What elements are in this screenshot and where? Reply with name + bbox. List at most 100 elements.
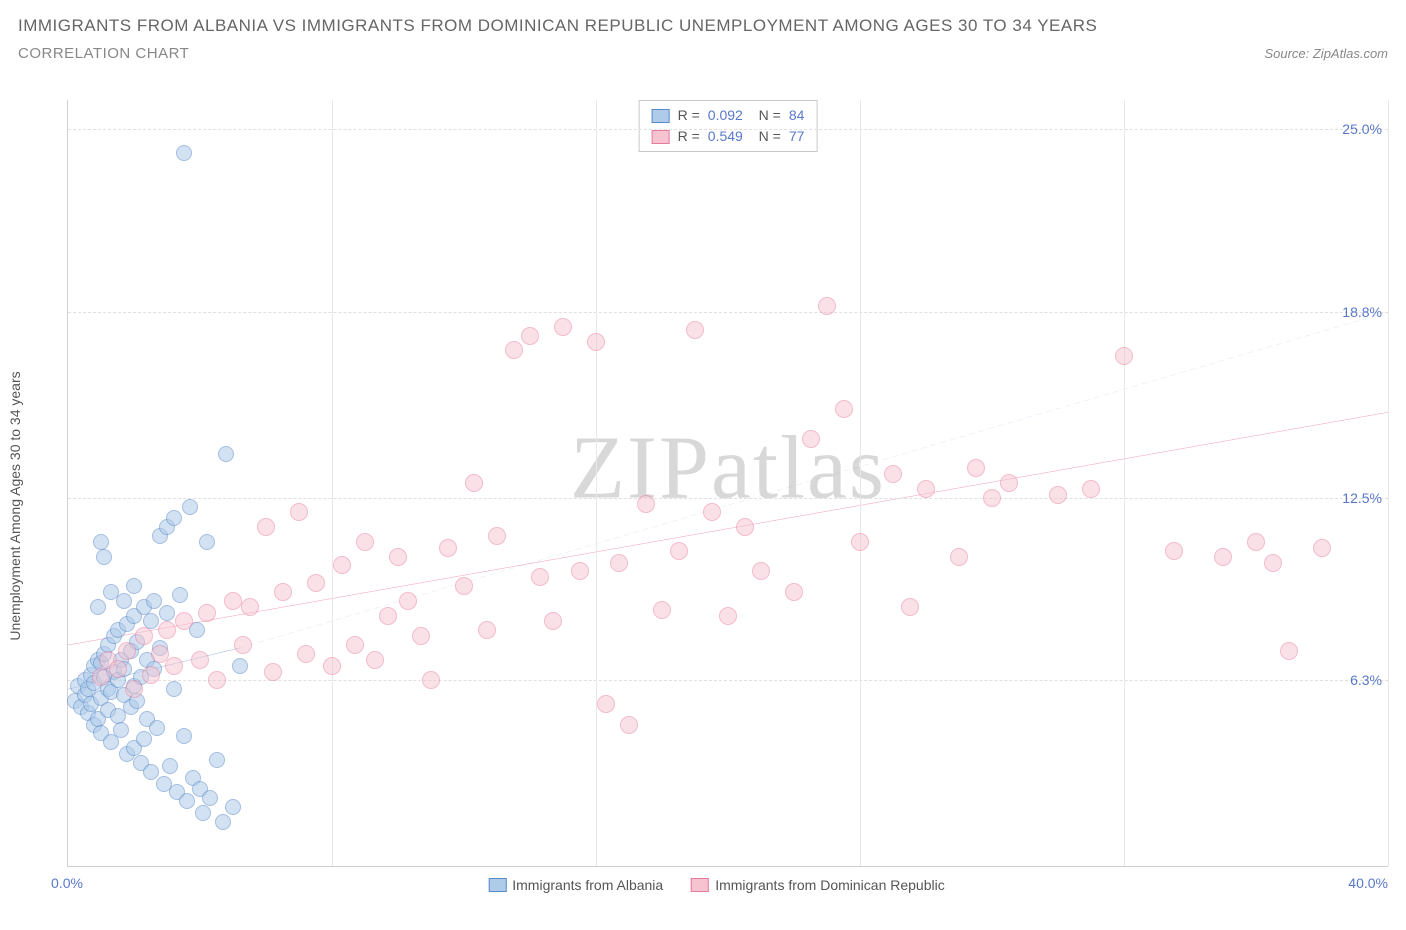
- scatter-point: [544, 612, 562, 630]
- scatter-point: [422, 671, 440, 689]
- scatter-point: [176, 145, 192, 161]
- scatter-point: [257, 518, 275, 536]
- y-tick-label: 25.0%: [1342, 121, 1382, 137]
- scatter-point: [158, 621, 176, 639]
- scatter-point: [215, 814, 231, 830]
- scatter-point: [703, 503, 721, 521]
- scatter-point: [521, 327, 539, 345]
- scatter-point: [92, 668, 110, 686]
- scatter-point: [901, 598, 919, 616]
- scatter-point: [149, 720, 165, 736]
- scatter-point: [307, 574, 325, 592]
- scatter-point: [653, 601, 671, 619]
- scatter-point: [179, 793, 195, 809]
- scatter-point: [478, 621, 496, 639]
- scatter-point: [1165, 542, 1183, 560]
- scatter-point: [412, 627, 430, 645]
- scatter-point: [554, 318, 572, 336]
- x-tick-max: 40.0%: [1348, 875, 1388, 891]
- scatter-point: [274, 583, 292, 601]
- scatter-point: [162, 758, 178, 774]
- scatter-point: [290, 503, 308, 521]
- scatter-point: [208, 671, 226, 689]
- scatter-point: [465, 474, 483, 492]
- source-label: Source: ZipAtlas.com: [1264, 46, 1388, 61]
- legend-r-label: R =: [678, 105, 700, 126]
- legend-label: Immigrants from Dominican Republic: [715, 877, 945, 893]
- stats-legend-row: R = 0.092 N = 84: [652, 105, 805, 126]
- scatter-point: [1000, 474, 1018, 492]
- scatter-point: [719, 607, 737, 625]
- scatter-point: [143, 764, 159, 780]
- series-legend: Immigrants from AlbaniaImmigrants from D…: [488, 877, 944, 893]
- scatter-point: [232, 658, 248, 674]
- scatter-point: [802, 430, 820, 448]
- scatter-point: [195, 805, 211, 821]
- regression-lines-layer: [68, 100, 1388, 866]
- scatter-point: [488, 527, 506, 545]
- scatter-point: [113, 722, 129, 738]
- y-tick-label: 6.3%: [1350, 672, 1382, 688]
- scatter-point: [297, 645, 315, 663]
- scatter-point: [93, 534, 109, 550]
- legend-n-value: 84: [789, 105, 805, 126]
- gridline-vertical: [860, 100, 861, 866]
- scatter-point: [1115, 347, 1133, 365]
- scatter-point: [610, 554, 628, 572]
- scatter-point: [346, 636, 364, 654]
- scatter-point: [1082, 480, 1100, 498]
- scatter-point: [323, 657, 341, 675]
- gridline-vertical: [332, 100, 333, 866]
- gridline-vertical: [1124, 100, 1125, 866]
- y-axis-label: Unemployment Among Ages 30 to 34 years: [7, 371, 23, 640]
- scatter-point: [366, 651, 384, 669]
- scatter-point: [125, 680, 143, 698]
- scatter-point: [967, 459, 985, 477]
- legend-swatch: [652, 130, 670, 144]
- scatter-point: [241, 598, 259, 616]
- scatter-point: [142, 666, 160, 684]
- scatter-point: [835, 400, 853, 418]
- scatter-point: [884, 465, 902, 483]
- plot-area: ZIPatlas R = 0.092 N = 84R = 0.549 N = 7…: [67, 100, 1388, 867]
- scatter-point: [1313, 539, 1331, 557]
- scatter-point: [136, 731, 152, 747]
- scatter-point: [1247, 533, 1265, 551]
- scatter-point: [379, 607, 397, 625]
- scatter-point: [165, 657, 183, 675]
- scatter-point: [166, 681, 182, 697]
- scatter-point: [917, 480, 935, 498]
- scatter-point: [198, 604, 216, 622]
- scatter-point: [455, 577, 473, 595]
- scatter-point: [159, 605, 175, 621]
- chart-container: Unemployment Among Ages 30 to 34 years Z…: [45, 100, 1388, 895]
- scatter-point: [90, 599, 106, 615]
- scatter-point: [126, 578, 142, 594]
- scatter-point: [166, 510, 182, 526]
- scatter-point: [234, 636, 252, 654]
- scatter-point: [135, 627, 153, 645]
- gridline-horizontal: [68, 680, 1388, 681]
- scatter-point: [505, 341, 523, 359]
- chart-header: IMMIGRANTS FROM ALBANIA VS IMMIGRANTS FR…: [0, 0, 1406, 62]
- scatter-point: [686, 321, 704, 339]
- scatter-point: [531, 568, 549, 586]
- legend-swatch: [691, 878, 709, 892]
- scatter-point: [96, 549, 112, 565]
- subtitle-row: CORRELATION CHART Source: ZipAtlas.com: [18, 45, 1388, 62]
- chart-title: IMMIGRANTS FROM ALBANIA VS IMMIGRANTS FR…: [18, 12, 1388, 39]
- watermark: ZIPatlas: [570, 416, 886, 519]
- scatter-point: [172, 587, 188, 603]
- y-tick-label: 12.5%: [1342, 490, 1382, 506]
- x-tick-min: 0.0%: [51, 875, 83, 891]
- scatter-point: [439, 539, 457, 557]
- gridline-horizontal: [68, 498, 1388, 499]
- scatter-point: [264, 663, 282, 681]
- scatter-point: [224, 592, 242, 610]
- scatter-point: [389, 548, 407, 566]
- scatter-point: [1214, 548, 1232, 566]
- scatter-point: [146, 593, 162, 609]
- scatter-point: [950, 548, 968, 566]
- stats-legend: R = 0.092 N = 84R = 0.549 N = 77: [639, 100, 818, 152]
- scatter-point: [118, 642, 136, 660]
